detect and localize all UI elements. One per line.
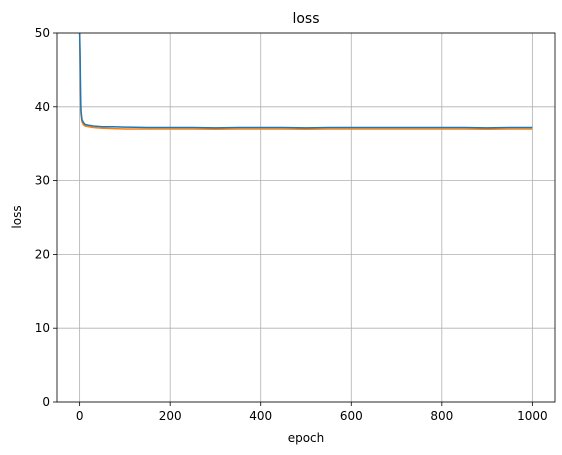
y-tick-label: 50 (35, 26, 50, 40)
y-tick-label: 30 (35, 174, 50, 188)
x-tick-label: 200 (159, 409, 182, 423)
y-axis-label: loss (10, 205, 24, 228)
x-axis: 0 200 400 600 800 1000 (76, 402, 548, 423)
y-tick-label: 40 (35, 100, 50, 114)
x-tick-label: 800 (430, 409, 453, 423)
x-tick-label: 0 (76, 409, 84, 423)
x-axis-label: epoch (288, 431, 325, 445)
plot-frame (56, 32, 556, 403)
y-tick-label: 0 (42, 395, 50, 409)
grid (57, 32, 555, 403)
x-tick-label: 600 (340, 409, 363, 423)
x-tick-label: 1000 (517, 409, 548, 423)
series-line (78, 33, 533, 129)
y-tick-label: 20 (35, 247, 50, 261)
series-lines (78, 33, 533, 131)
x-tick-label: 400 (249, 409, 272, 423)
series-line (78, 33, 533, 131)
y-axis: 0 10 20 30 40 50 (35, 26, 57, 409)
y-tick-label: 10 (35, 321, 50, 335)
chart-title: loss (292, 11, 319, 27)
